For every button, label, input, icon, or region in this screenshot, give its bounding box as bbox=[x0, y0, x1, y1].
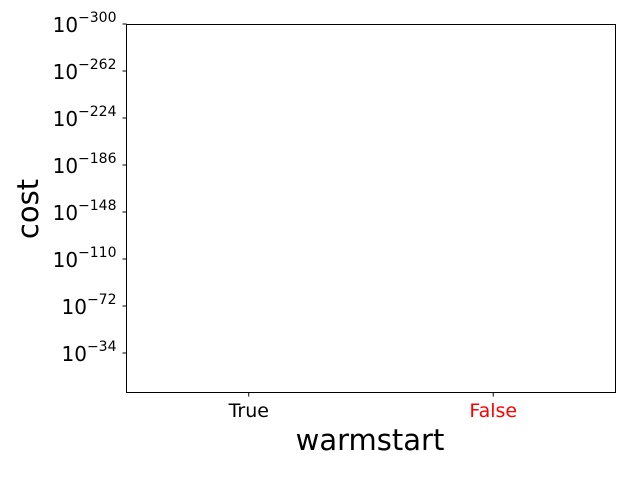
plot-area bbox=[126, 24, 616, 393]
y-tick-label: 10−110 bbox=[53, 245, 117, 272]
y-tick-label: 10−34 bbox=[62, 339, 117, 366]
y-tick-label: 10−224 bbox=[53, 104, 117, 131]
x-tick-label: False bbox=[469, 400, 517, 422]
y-tick-label: 10−300 bbox=[53, 10, 117, 37]
x-tick-label: True bbox=[228, 400, 269, 422]
y-axis-label: cost bbox=[11, 179, 45, 239]
y-tick-label: 10−186 bbox=[53, 151, 117, 178]
y-axis: 10−300 10−262 10−224 10−186 10−148 10−110 10−7… bbox=[53, 10, 127, 366]
y-tick-label: 10−148 bbox=[53, 198, 117, 225]
y-tick-label: 10−72 bbox=[62, 292, 117, 319]
x-axis-label: warmstart bbox=[296, 423, 445, 457]
x-axis: True False bbox=[228, 392, 517, 422]
y-tick-label: 10−262 bbox=[53, 57, 117, 84]
